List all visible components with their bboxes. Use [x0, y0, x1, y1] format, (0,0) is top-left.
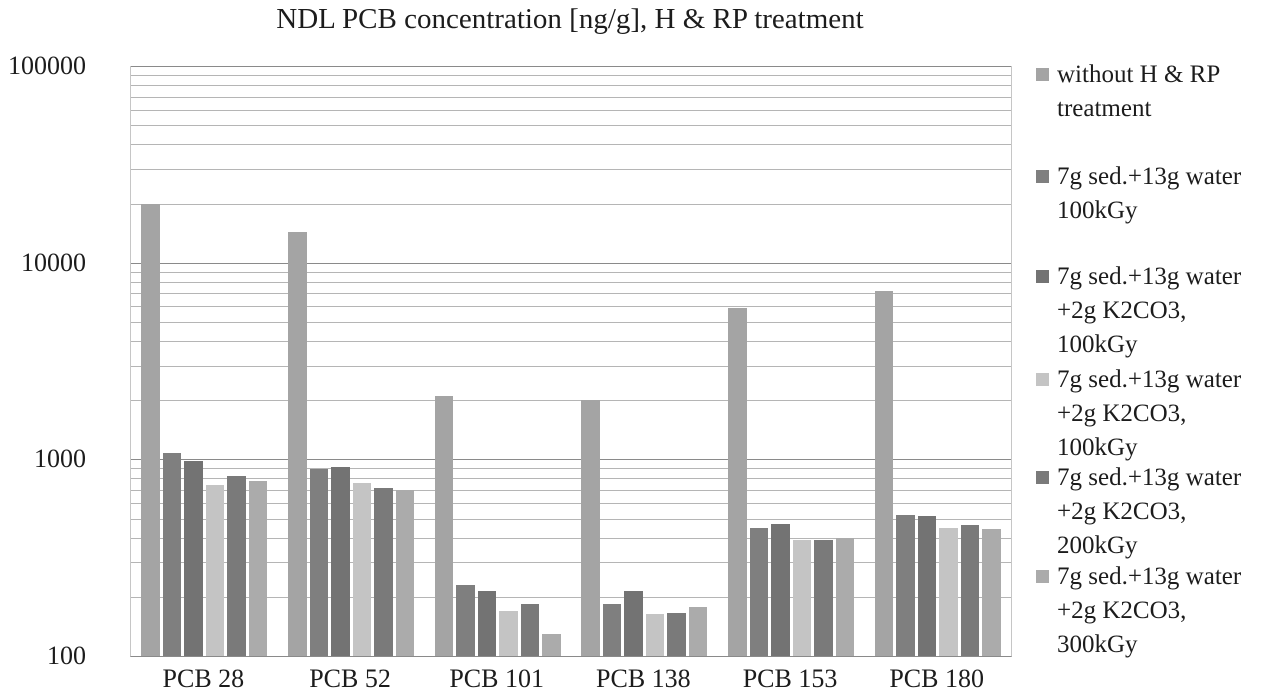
x-axis-label: PCB 180: [889, 664, 984, 693]
bar: [434, 396, 454, 656]
minor-gridline: [131, 478, 1011, 480]
minor-gridline: [131, 468, 1011, 470]
minor-gridline: [131, 400, 1011, 402]
bar: [917, 516, 937, 656]
minor-gridline: [131, 596, 1011, 598]
bar: [374, 488, 393, 656]
bar: [162, 453, 182, 656]
bar: [184, 461, 203, 656]
minor-gridline: [131, 271, 1011, 273]
legend-marker: [1036, 270, 1049, 283]
bar: [456, 584, 475, 656]
minor-gridline: [131, 537, 1011, 539]
minor-gridline: [131, 340, 1011, 342]
legend-label: 7g sed.+13g water +2g K2CO3, 200kGy: [1057, 464, 1242, 559]
minor-gridline: [131, 203, 1011, 205]
bar: [477, 590, 497, 656]
major-gridline: [131, 459, 1011, 461]
minor-gridline: [131, 144, 1011, 146]
bar: [309, 469, 328, 656]
y-tick-label: 1000: [34, 444, 86, 474]
bar: [982, 528, 1001, 656]
bar: [688, 607, 708, 656]
bar: [645, 614, 665, 656]
minor-gridline: [131, 125, 1011, 127]
bar: [288, 232, 307, 656]
bar: [960, 524, 980, 656]
bar: [667, 612, 686, 656]
bar: [602, 603, 622, 656]
x-axis-label: PCB 153: [742, 664, 838, 693]
legend-item: 7g sed.+13g water +2g K2CO3, 100kGy: [1036, 260, 1280, 362]
bar: [624, 590, 643, 656]
legend-marker: [1036, 68, 1049, 81]
bar: [939, 527, 958, 656]
minor-gridline: [131, 321, 1011, 323]
bar: [792, 539, 811, 656]
bar: [227, 476, 246, 656]
chart-title: NDL PCB concentration [ng/g], H & RP tre…: [276, 3, 864, 35]
minor-gridline: [131, 518, 1011, 520]
major-gridline: [131, 262, 1011, 264]
minor-gridline: [131, 96, 1011, 98]
bar: [499, 610, 518, 656]
minor-gridline: [131, 109, 1011, 111]
legend-marker: [1036, 170, 1049, 183]
legend-item: 7g sed.+13g water +2g K2CO3, 100kGy: [1036, 363, 1280, 465]
legend-marker: [1036, 471, 1049, 484]
bar: [141, 203, 160, 656]
minor-gridline: [131, 562, 1011, 564]
bar: [520, 603, 540, 656]
minor-gridline: [131, 75, 1011, 76]
bar: [248, 481, 268, 656]
bar: [814, 539, 833, 656]
legend-label: 7g sed.+13g water +2g K2CO3, 100kGy: [1057, 263, 1242, 358]
minor-gridline: [131, 168, 1011, 170]
legend-item: 7g sed.+13g water +2g K2CO3, 300kGy: [1036, 560, 1280, 662]
bar: [771, 523, 790, 656]
bar: [835, 537, 854, 656]
bar: [331, 466, 350, 656]
y-tick-label: 100000: [8, 51, 86, 80]
plot-area: [130, 66, 1012, 657]
bar: [728, 307, 747, 656]
minor-gridline: [131, 85, 1011, 87]
minor-gridline: [131, 503, 1011, 504]
legend-label: without H & RP treatment: [1057, 61, 1221, 122]
legend-item: 7g sed.+13g water +2g K2CO3, 200kGy: [1036, 461, 1280, 563]
minor-gridline: [131, 489, 1011, 491]
legend-label: 7g sed.+13g water +2g K2CO3, 300kGy: [1057, 563, 1242, 658]
bar: [874, 290, 894, 656]
minor-gridline: [131, 306, 1011, 308]
legend-marker: [1036, 373, 1049, 386]
x-axis-label: PCB 28: [162, 664, 245, 693]
bar: [581, 400, 600, 656]
minor-gridline: [131, 365, 1011, 367]
bar: [896, 515, 915, 656]
bar: [395, 489, 414, 656]
y-tick-label: 100: [47, 641, 86, 670]
legend-marker: [1036, 570, 1049, 583]
bar: [205, 484, 225, 656]
legend-item: without H & RP treatment: [1036, 58, 1280, 126]
legend-label: 7g sed.+13g water +2g K2CO3, 100kGy: [1057, 366, 1242, 461]
legend-item: 7g sed.+13g water 100kGy: [1036, 160, 1280, 228]
bar: [749, 527, 768, 656]
major-gridline: [131, 66, 1011, 67]
bar: [542, 633, 561, 656]
y-tick-label: 10000: [21, 247, 86, 277]
minor-gridline: [131, 293, 1011, 295]
x-axis-label: PCB 138: [596, 664, 691, 693]
minor-gridline: [131, 281, 1011, 283]
bar: [352, 483, 371, 656]
x-axis-label: PCB 101: [449, 664, 544, 693]
x-axis-label: PCB 52: [309, 664, 391, 693]
legend-label: 7g sed.+13g water 100kGy: [1057, 163, 1242, 224]
